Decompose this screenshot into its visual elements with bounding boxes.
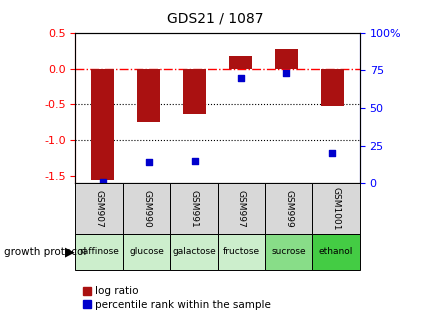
Bar: [137, 69, 160, 122]
Bar: [170, 234, 217, 270]
Bar: [75, 183, 123, 234]
Bar: [123, 234, 170, 270]
Text: raffinose: raffinose: [79, 247, 119, 256]
Text: growth protocol: growth protocol: [4, 247, 86, 257]
Bar: [320, 69, 343, 106]
Text: fructose: fructose: [222, 247, 259, 256]
Point: [237, 75, 243, 80]
Text: galactose: galactose: [172, 247, 215, 256]
Text: GSM999: GSM999: [284, 190, 292, 227]
Bar: [312, 183, 359, 234]
Bar: [183, 69, 206, 114]
Bar: [217, 183, 264, 234]
Point: [283, 71, 289, 76]
Bar: [274, 49, 297, 69]
Bar: [170, 183, 217, 234]
Point: [191, 159, 198, 164]
Text: ethanol: ethanol: [318, 247, 353, 256]
Legend: log ratio, percentile rank within the sample: log ratio, percentile rank within the sa…: [83, 286, 270, 310]
Text: GSM991: GSM991: [189, 190, 198, 227]
Bar: [91, 69, 114, 180]
Bar: [217, 234, 264, 270]
Point: [145, 160, 152, 165]
Point: [328, 150, 335, 156]
Bar: [75, 234, 123, 270]
Bar: [312, 234, 359, 270]
Text: glucose: glucose: [129, 247, 163, 256]
Text: GSM990: GSM990: [142, 190, 150, 227]
Bar: [264, 183, 312, 234]
Text: ▶: ▶: [65, 245, 74, 258]
Text: GSM907: GSM907: [95, 190, 103, 227]
Text: GSM1001: GSM1001: [331, 187, 340, 230]
Text: sucrose: sucrose: [271, 247, 305, 256]
Bar: [229, 56, 252, 69]
Text: GSM997: GSM997: [237, 190, 245, 227]
Bar: [123, 183, 170, 234]
Point: [99, 179, 106, 184]
Text: GDS21 / 1087: GDS21 / 1087: [167, 11, 263, 26]
Bar: [264, 234, 312, 270]
